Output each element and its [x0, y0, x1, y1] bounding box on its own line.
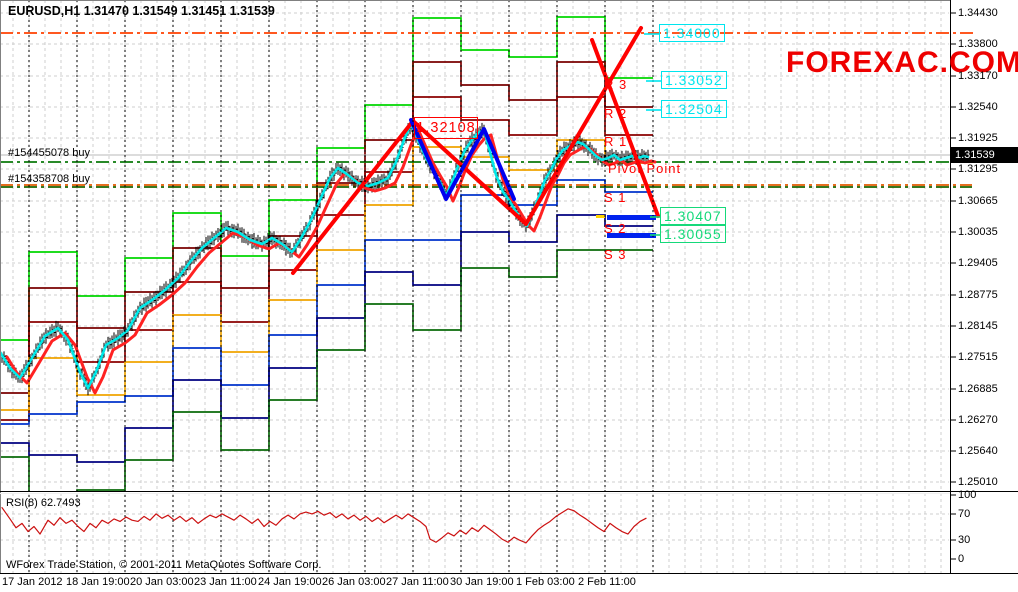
price-callout[interactable]: 1.30407	[660, 207, 726, 225]
rsi-axis-label: 30	[958, 534, 971, 546]
time-axis-label: 17 Jan 2012	[2, 576, 63, 588]
time-axis-label: 23 Jan 11:00	[194, 576, 257, 588]
time-axis-label: 2 Feb 11:00	[578, 576, 636, 588]
red-trendline-zigzag[interactable]	[291, 26, 643, 275]
time-axis-label: 18 Jan 19:00	[66, 576, 130, 588]
time-axis-label: 1 Feb 03:00	[516, 576, 575, 588]
price-axis-label: 1.30665	[958, 195, 998, 207]
time-axis-label: 27 Jan 11:00	[386, 576, 449, 588]
price-axis-label: 1.26270	[958, 414, 998, 426]
blue-trendline-zigzag[interactable]	[409, 118, 516, 201]
chart-title-ohlc: EURUSD,H1 1.31470 1.31549 1.31451 1.3153…	[8, 4, 275, 18]
order-label: #154455078 buy	[8, 147, 90, 159]
blue-level-bar	[607, 233, 656, 238]
pivot-level-label: S 3	[604, 247, 627, 262]
current-price-tag: 1.31539	[951, 147, 1018, 163]
order-label: #154358708 buy	[8, 173, 90, 185]
time-axis-label: 26 Jan 03:00	[322, 576, 386, 588]
ma-cyan	[1, 122, 650, 390]
price-axis-label: 1.27515	[958, 351, 998, 363]
price-axis-label: 1.32540	[958, 101, 998, 113]
price-callout[interactable]: 1.34000	[659, 24, 725, 42]
rsi-line	[1, 507, 647, 544]
copyright-text: WForex Trade Station, © 2001-2011 MetaQu…	[6, 559, 322, 571]
pivot-level-label: S 1	[604, 190, 627, 205]
time-axis-label: 20 Jan 03:00	[130, 576, 194, 588]
rsi-axis-label: 100	[958, 489, 977, 501]
day-separators	[28, 0, 654, 573]
price-axis-label: 1.33800	[958, 38, 998, 50]
time-axis-label: 24 Jan 19:00	[258, 576, 322, 588]
price-axis-label: 1.30035	[958, 226, 998, 238]
price-axis-label: 1.25010	[958, 476, 998, 488]
price-axis-label: 1.28145	[958, 320, 998, 332]
pivot-level-label: S 2	[604, 221, 627, 236]
pivot-level-label: R 2	[604, 106, 628, 121]
pivot-level-label: R 1	[604, 134, 628, 149]
rsi-axis-label: 70	[958, 508, 971, 520]
daily-s2	[1, 214, 653, 463]
price-axis-label: 1.31295	[958, 163, 998, 175]
time-axis-label: 30 Jan 19:00	[450, 576, 514, 588]
blue-level-bar	[607, 215, 656, 220]
price-callout[interactable]: 1.30055	[660, 225, 726, 243]
rsi-axis-label: 0	[958, 553, 965, 565]
price-axis-label: 1.25640	[958, 445, 998, 457]
price-axis-label: 1.26885	[958, 383, 998, 395]
pivot-level-label: R 3	[604, 77, 628, 92]
price-axis-label: 1.33170	[958, 70, 998, 82]
watermark-text: FOREXAC.COM	[786, 46, 1018, 79]
price-axis-label: 1.34430	[958, 7, 998, 19]
price-axis-label: 1.29405	[958, 257, 998, 269]
price-callout[interactable]: 1.33052	[661, 71, 727, 89]
price-axis-label: 1.31925	[958, 132, 998, 144]
pivot-level-label: Pivot Point	[608, 161, 682, 176]
daily-r3	[1, 16, 653, 341]
price-annotation-132108[interactable]: 1.32108	[414, 117, 478, 139]
red-trendline-descender[interactable]	[590, 38, 660, 218]
yellow-tick	[596, 215, 605, 218]
daily-pivot-steps	[1, 16, 653, 491]
grid-rsi	[1, 493, 949, 573]
price-axis-label: 1.28775	[958, 289, 998, 301]
price-callout[interactable]: 1.32504	[661, 100, 727, 118]
rsi-indicator-label: RSI(8) 62.7493	[6, 497, 81, 509]
candles	[1, 118, 650, 396]
